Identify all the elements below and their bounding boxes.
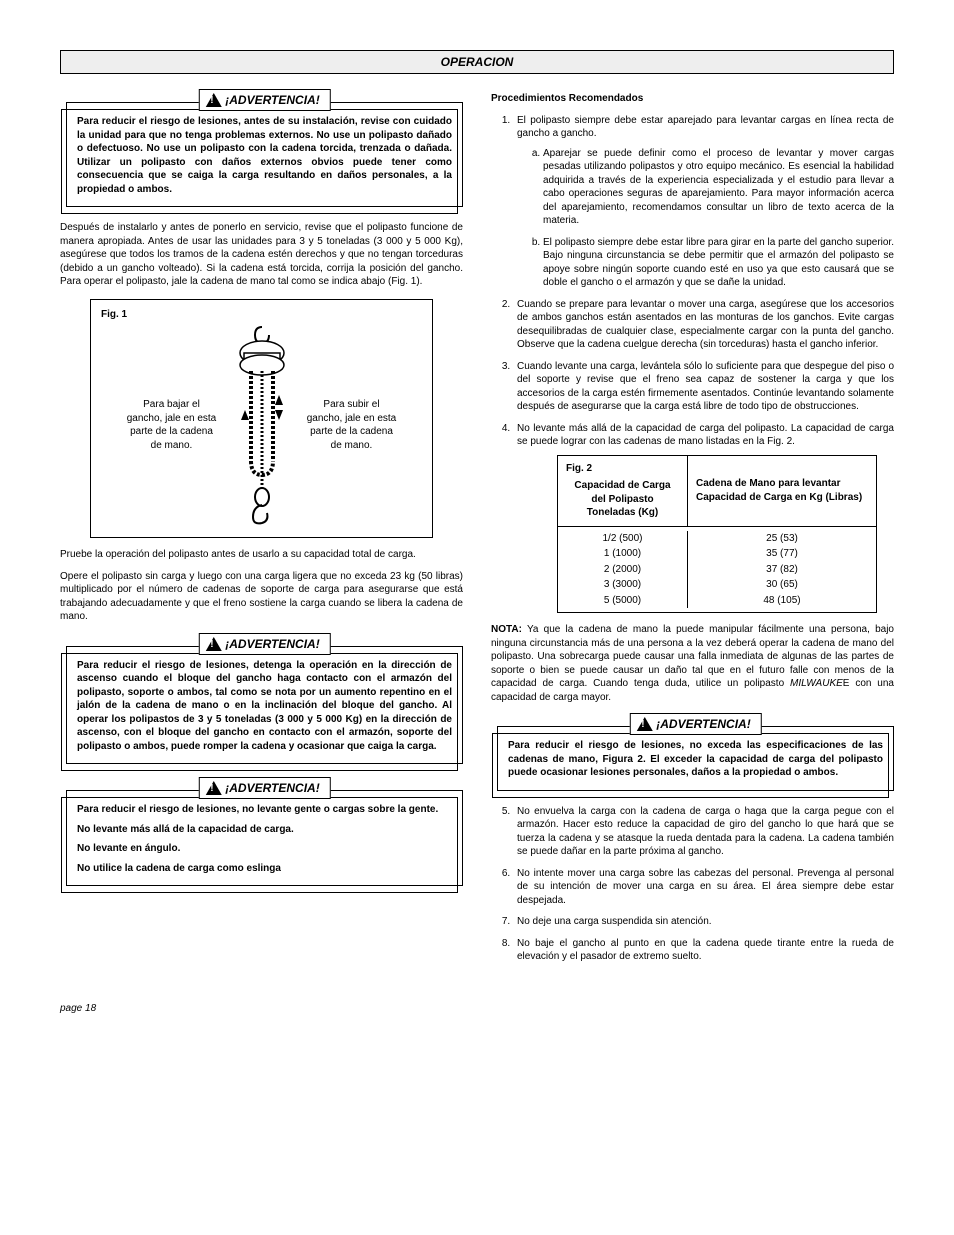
table-cell: 2 (2000) <box>558 562 688 578</box>
right-column: Procedimientos Recomendados El polipasto… <box>491 92 894 972</box>
list-item: Cuando se prepare para levantar o mover … <box>513 298 894 352</box>
warning-text: ¡ADVERTENCIA! <box>225 636 319 652</box>
warning-label: ¡ADVERTENCIA! <box>198 777 330 799</box>
warning-triangle-icon <box>205 637 221 651</box>
figure-1: Fig. 1 Para bajar el gancho, jale en est… <box>90 299 433 539</box>
fig1-right-caption: Para subir el gancho, jale en esta parte… <box>307 398 397 452</box>
table-cell: 3 (3000) <box>558 577 688 593</box>
list-item: No baje el gancho al punto en que la cad… <box>513 937 894 964</box>
warning-2-body: Para reducir el riesgo de lesiones, dete… <box>77 660 452 752</box>
procedures-list: El polipasto siempre debe estar aparejad… <box>491 114 894 614</box>
para-2: Pruebe la operación del polipasto antes … <box>60 548 463 562</box>
warning-box-4: ¡ADVERTENCIA! Para reducir el riesgo de … <box>497 726 894 791</box>
procedures-list-cont: No envuelva la carga con la cadena de ca… <box>491 805 894 964</box>
fig1-left-caption: Para bajar el gancho, jale en esta parte… <box>127 398 217 452</box>
warning-triangle-icon <box>636 717 652 731</box>
warning-4-body: Para reducir el riesgo de lesiones, no e… <box>508 740 883 778</box>
warning-text: ¡ADVERTENCIA! <box>225 92 319 108</box>
page-number: page 18 <box>60 1002 894 1016</box>
two-column-layout: ¡ADVERTENCIA! Para reducir el riesgo de … <box>60 92 894 972</box>
table-cell: 48 (105) <box>688 593 876 609</box>
warning-triangle-icon <box>205 93 221 107</box>
procedures-heading: Procedimientos Recomendados <box>491 92 894 106</box>
warning-3-line3: No levante en ángulo. <box>77 842 452 856</box>
table-row: 2 (2000)37 (82) <box>558 562 876 578</box>
table-row: 5 (5000)48 (105) <box>558 593 876 609</box>
warning-1-body: Para reducir el riesgo de lesiones, ante… <box>77 116 452 195</box>
note-paragraph: NOTA: Ya que la cadena de mano la puede … <box>491 623 894 704</box>
table-cell: 25 (53) <box>688 531 876 547</box>
figure-2-table: Fig. 2 Capacidad de Carga del Polipasto … <box>557 455 877 614</box>
note-brand: MILWAUKE <box>790 678 843 689</box>
fig2-label: Fig. 2 <box>566 462 679 476</box>
warning-box-1: ¡ADVERTENCIA! Para reducir el riesgo de … <box>66 102 463 207</box>
table-cell: 1 (1000) <box>558 546 688 562</box>
fig2-col1-header: Capacidad de Carga del Polipasto Tonelad… <box>574 480 670 518</box>
hoist-diagram-icon <box>227 325 297 525</box>
li4-text: No levante más allá de la capacidad de c… <box>517 423 894 448</box>
table-row: 1 (1000)35 (77) <box>558 546 876 562</box>
left-column: ¡ADVERTENCIA! Para reducir el riesgo de … <box>60 92 463 972</box>
list-item: No deje una carga suspendida sin atenció… <box>513 915 894 929</box>
warning-3-line1: Para reducir el riesgo de lesiones, no l… <box>77 803 452 817</box>
table-cell: 30 (65) <box>688 577 876 593</box>
para-1: Después de instalarlo y antes de ponerlo… <box>60 221 463 289</box>
para-3: Opere el polipasto sin carga y luego con… <box>60 570 463 624</box>
table-row: 3 (3000)30 (65) <box>558 577 876 593</box>
warning-triangle-icon <box>205 781 221 795</box>
list-item: No intente mover una carga sobre las cab… <box>513 867 894 908</box>
note-label: NOTA: <box>491 624 522 635</box>
table-cell: 35 (77) <box>688 546 876 562</box>
warning-label: ¡ADVERTENCIA! <box>198 633 330 655</box>
table-row: 1/2 (500)25 (53) <box>558 531 876 547</box>
list-item: Aparejar se puede definir como el proces… <box>543 147 894 228</box>
list-item: Cuando levante una carga, levántela sólo… <box>513 360 894 414</box>
warning-box-2: ¡ADVERTENCIA! Para reducir el riesgo de … <box>66 646 463 765</box>
figure-1-label: Fig. 1 <box>101 308 422 322</box>
warning-3-line2: No levante más allá de la capacidad de c… <box>77 823 452 837</box>
list-item: No levante más allá de la capacidad de c… <box>513 422 894 614</box>
section-header: OPERACION <box>60 50 894 74</box>
fig2-col2-header: Cadena de Mano para levantar Capacidad d… <box>688 456 876 526</box>
warning-label: ¡ADVERTENCIA! <box>629 713 761 735</box>
warning-text: ¡ADVERTENCIA! <box>225 780 319 796</box>
table-cell: 37 (82) <box>688 562 876 578</box>
list-item: El polipasto siempre debe estar aparejad… <box>513 114 894 290</box>
warning-box-3: ¡ADVERTENCIA! Para reducir el riesgo de … <box>66 790 463 886</box>
warning-3-line4: No utilice la cadena de carga como eslin… <box>77 862 452 876</box>
list-item: El polipasto siempre debe estar libre pa… <box>543 236 894 290</box>
table-cell: 5 (5000) <box>558 593 688 609</box>
table-cell: 1/2 (500) <box>558 531 688 547</box>
list-item: No envuelva la carga con la cadena de ca… <box>513 805 894 859</box>
li1-text: El polipasto siempre debe estar aparejad… <box>517 115 894 140</box>
warning-text: ¡ADVERTENCIA! <box>656 716 750 732</box>
warning-label: ¡ADVERTENCIA! <box>198 89 330 111</box>
